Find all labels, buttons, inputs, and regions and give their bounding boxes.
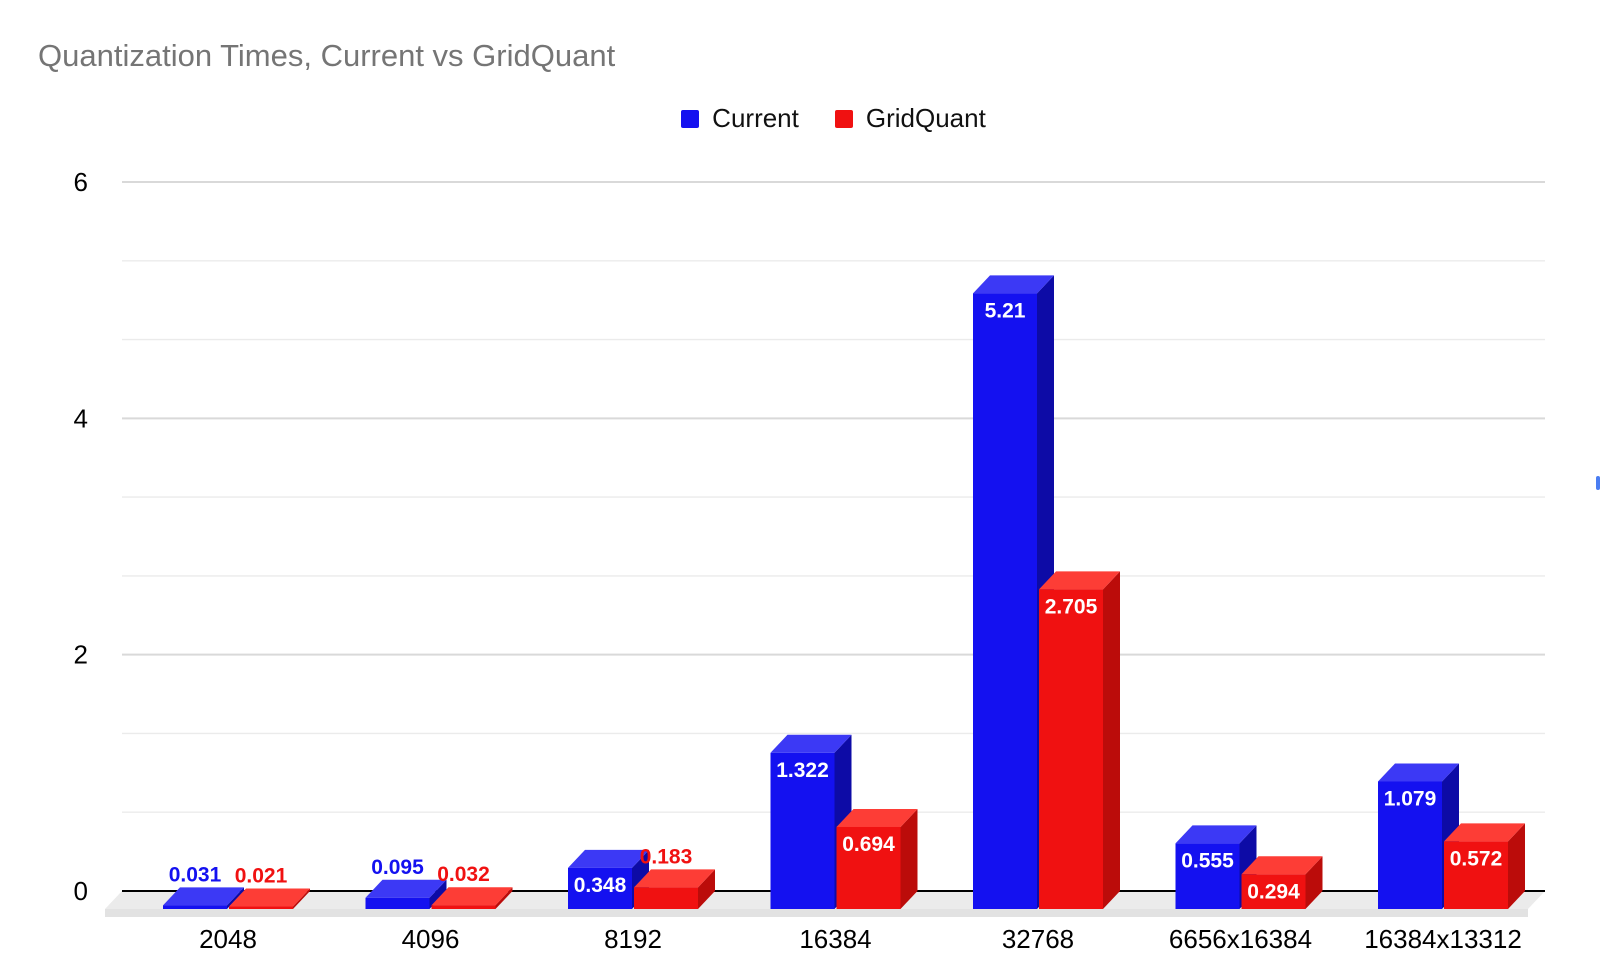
bar-side-gridquant-2048[interactable] — [293, 888, 310, 909]
data-label: 0.555 — [1181, 849, 1234, 872]
x-axis-category-label: 6656x16384 — [1169, 924, 1312, 954]
bar-top-current-16384[interactable] — [770, 734, 852, 753]
x-axis-category-label: 32768 — [1002, 924, 1074, 954]
data-label: 0.348 — [574, 874, 627, 897]
bar-gridquant-16384x13312[interactable] — [1444, 841, 1508, 909]
data-label: 0.095 — [371, 856, 424, 879]
bar-side-gridquant-32768[interactable] — [1103, 571, 1120, 909]
data-label: 0.694 — [842, 833, 895, 856]
chart-floor-edge — [105, 909, 1528, 917]
bar-top-current-32768[interactable] — [973, 275, 1054, 294]
bar-gridquant-8192[interactable] — [634, 887, 698, 909]
y-axis-tick-label: 4 — [74, 403, 88, 433]
x-axis-category-label: 2048 — [199, 924, 257, 954]
legend-item-current[interactable]: Current — [681, 103, 799, 134]
bar-top-gridquant-2048[interactable] — [229, 888, 310, 907]
bar-side-current-2048[interactable] — [227, 887, 244, 909]
bar-gridquant-2048[interactable] — [229, 906, 293, 909]
bar-current-6656x16384[interactable] — [1175, 843, 1240, 909]
data-label: 0.031 — [169, 863, 222, 886]
bar-top-current-2048[interactable] — [163, 887, 244, 906]
legend-label-gridquant: GridQuant — [865, 103, 986, 133]
bar-current-2048[interactable] — [163, 905, 227, 909]
data-label: 2.705 — [1045, 595, 1098, 618]
bar-side-gridquant-4096[interactable] — [495, 887, 513, 909]
x-axis-category-label: 4096 — [402, 924, 460, 954]
y-axis-tick-label: 0 — [74, 876, 88, 906]
data-label: 1.079 — [1384, 787, 1437, 810]
bar-top-gridquant-32768[interactable] — [1039, 571, 1120, 590]
bar-side-gridquant-16384x13312[interactable] — [1508, 823, 1525, 909]
bar-side-gridquant-16384[interactable] — [900, 808, 918, 909]
data-label: 0.183 — [640, 845, 693, 868]
bar-current-16384x13312[interactable] — [1378, 781, 1442, 909]
data-label: 0.021 — [235, 865, 288, 888]
bar-top-gridquant-6656x16384[interactable] — [1241, 856, 1323, 875]
bar-side-gridquant-6656x16384[interactable] — [1305, 856, 1323, 909]
data-label: 5.21 — [985, 299, 1026, 322]
bar-top-current-16384x13312[interactable] — [1378, 763, 1459, 782]
bar-gridquant-32768[interactable] — [1039, 589, 1103, 909]
data-label: 0.032 — [437, 863, 490, 886]
bar-gridquant-4096[interactable] — [431, 905, 496, 909]
bar-current-32768[interactable] — [973, 293, 1037, 909]
bar-top-gridquant-8192[interactable] — [634, 869, 715, 888]
bar-gridquant-16384[interactable] — [836, 826, 901, 909]
bar-gridquant-6656x16384[interactable] — [1241, 874, 1306, 909]
bar-side-current-4096[interactable] — [429, 879, 447, 909]
bar-current-8192[interactable] — [568, 867, 632, 909]
bar-top-current-4096[interactable] — [365, 879, 447, 898]
bar-current-4096[interactable] — [365, 897, 430, 909]
y-axis-tick-label: 2 — [74, 640, 88, 670]
bar-top-current-8192[interactable] — [568, 849, 649, 868]
bar-side-gridquant-8192[interactable] — [698, 869, 715, 909]
chart-title: Quantization Times, Current vs GridQuant — [38, 38, 616, 73]
legend-item-gridquant[interactable]: GridQuant — [834, 103, 986, 134]
legend-label-current: Current — [712, 103, 799, 133]
x-axis-category-label: 16384 — [799, 924, 871, 954]
right-edge-scroll-indicator[interactable] — [1596, 476, 1600, 490]
legend: Current GridQuant — [122, 103, 1545, 134]
x-axis-category-label: 16384x13312 — [1364, 924, 1522, 954]
x-axis-category-label: 8192 — [604, 924, 662, 954]
y-axis-tick-label: 6 — [74, 167, 88, 197]
gridquant-series-swatch-icon — [834, 109, 853, 128]
current-series-swatch-icon — [681, 109, 700, 128]
data-label: 0.294 — [1247, 880, 1300, 903]
bar-top-gridquant-16384x13312[interactable] — [1444, 823, 1525, 842]
data-label: 0.572 — [1450, 847, 1503, 870]
bar-top-current-6656x16384[interactable] — [1175, 825, 1257, 844]
bar-top-gridquant-16384[interactable] — [836, 808, 918, 827]
bar-top-gridquant-4096[interactable] — [431, 887, 513, 906]
bar-current-16384[interactable] — [770, 752, 835, 909]
data-label: 1.322 — [776, 759, 829, 782]
